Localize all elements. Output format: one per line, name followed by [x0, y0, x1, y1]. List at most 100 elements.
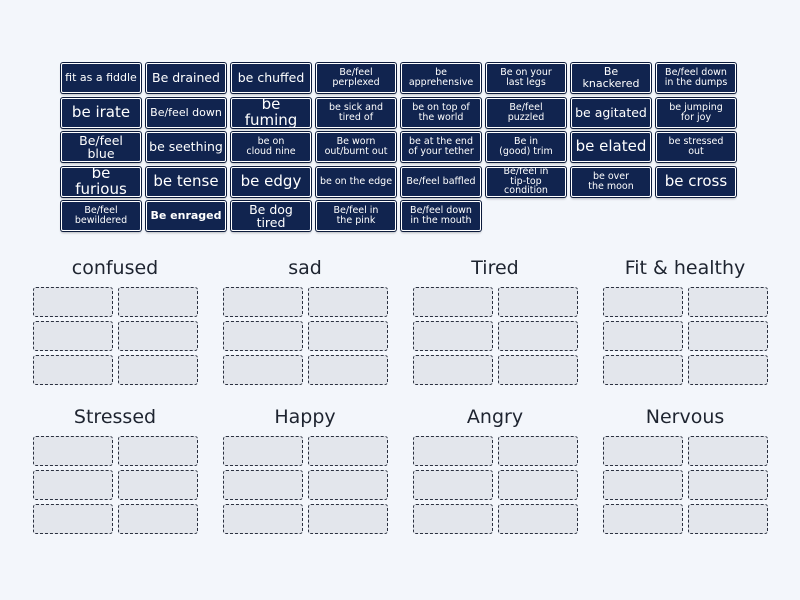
drop-slots	[33, 436, 198, 534]
group-title: sad	[288, 257, 322, 279]
word-tile[interactable]: Be/feel in the pink	[316, 201, 396, 231]
word-tile[interactable]: be on cloud nine	[231, 132, 311, 162]
word-tile[interactable]: be at the end of your tether	[401, 132, 481, 162]
word-tile[interactable]: Be in (good) trim	[486, 132, 566, 162]
word-tile[interactable]: Be/feel baffled	[401, 166, 481, 197]
word-tile[interactable]: Be enraged	[146, 201, 226, 231]
drop-slots	[223, 436, 388, 534]
drop-slot[interactable]	[688, 504, 768, 534]
drop-slot[interactable]	[498, 436, 578, 466]
drop-slots	[413, 436, 578, 534]
word-tile[interactable]: be edgy	[231, 166, 311, 197]
word-tile[interactable]: be fuming	[231, 97, 311, 128]
word-tile[interactable]: be furious	[61, 166, 141, 197]
drop-slot[interactable]	[118, 504, 198, 534]
drop-slots	[603, 287, 768, 385]
word-tile[interactable]: be cross	[656, 166, 736, 197]
drop-slot[interactable]	[118, 321, 198, 351]
drop-slot[interactable]	[688, 355, 768, 385]
drop-slot[interactable]	[603, 504, 683, 534]
drop-slots	[33, 287, 198, 385]
word-tile[interactable]: Be/feel perplexed	[316, 63, 396, 93]
drop-slot[interactable]	[688, 470, 768, 500]
word-tile[interactable]: be tense	[146, 166, 226, 197]
word-tile[interactable]: Be/feel down	[146, 97, 226, 128]
word-tile[interactable]: Be/feel bewildered	[61, 201, 141, 231]
drop-slot[interactable]	[33, 321, 113, 351]
drop-slot[interactable]	[498, 355, 578, 385]
drop-slot[interactable]	[33, 355, 113, 385]
drop-group: sad	[222, 255, 388, 385]
drop-slot[interactable]	[308, 287, 388, 317]
word-tile[interactable]: Be/feel down in the mouth	[401, 201, 481, 231]
drop-slots	[603, 436, 768, 534]
word-tile[interactable]: be jumping for joy	[656, 97, 736, 128]
word-tile[interactable]: be on top of the world	[401, 97, 481, 128]
drop-slot[interactable]	[223, 470, 303, 500]
drop-slot[interactable]	[33, 504, 113, 534]
drop-slots	[413, 287, 578, 385]
drop-slot[interactable]	[223, 321, 303, 351]
word-tile[interactable]: be seething	[146, 132, 226, 162]
word-tile[interactable]: be stressed out	[656, 132, 736, 162]
drop-group: Stressed	[32, 404, 198, 534]
drop-slot[interactable]	[308, 504, 388, 534]
drop-slot[interactable]	[118, 287, 198, 317]
word-tile[interactable]: Be/feel in tip-top condition	[486, 166, 566, 197]
drop-slot[interactable]	[413, 504, 493, 534]
drop-slot[interactable]	[688, 436, 768, 466]
drop-slot[interactable]	[413, 436, 493, 466]
drop-slot[interactable]	[308, 436, 388, 466]
word-tile[interactable]: be sick and tired of	[316, 97, 396, 128]
drop-slot[interactable]	[118, 470, 198, 500]
word-tile[interactable]: Be/feel puzzled	[486, 97, 566, 128]
word-tile[interactable]: Be/feel down in the dumps	[656, 63, 736, 93]
drop-slot[interactable]	[223, 287, 303, 317]
group-title: Happy	[274, 406, 336, 428]
word-tile[interactable]: be irate	[61, 97, 141, 128]
word-tile[interactable]: Be knackered	[571, 63, 651, 93]
word-tile[interactable]: be on the edge	[316, 166, 396, 197]
drop-slot[interactable]	[603, 470, 683, 500]
drop-group: Happy	[222, 404, 388, 534]
drop-slot[interactable]	[413, 321, 493, 351]
drop-slot[interactable]	[498, 470, 578, 500]
word-tile[interactable]: be elated	[571, 132, 651, 162]
word-tile[interactable]: Be on your last legs	[486, 63, 566, 93]
word-tile[interactable]: Be dog tired	[231, 201, 311, 231]
drop-slot[interactable]	[498, 504, 578, 534]
drop-slot[interactable]	[498, 321, 578, 351]
drop-slot[interactable]	[223, 436, 303, 466]
word-tile[interactable]: Be/feel blue	[61, 132, 141, 162]
drop-slot[interactable]	[223, 504, 303, 534]
drop-slot[interactable]	[603, 436, 683, 466]
drop-slot[interactable]	[603, 321, 683, 351]
drop-slot[interactable]	[33, 287, 113, 317]
drop-slot[interactable]	[413, 355, 493, 385]
drop-slot[interactable]	[413, 470, 493, 500]
word-tile[interactable]: Be drained	[146, 63, 226, 93]
drop-slot[interactable]	[603, 355, 683, 385]
drop-group: confused	[32, 255, 198, 385]
drop-slot[interactable]	[688, 287, 768, 317]
drop-group: Angry	[412, 404, 578, 534]
drop-slot[interactable]	[308, 470, 388, 500]
word-tile[interactable]: be chuffed	[231, 63, 311, 93]
word-tile[interactable]: be over the moon	[571, 166, 651, 197]
drop-slot[interactable]	[308, 355, 388, 385]
drop-slot[interactable]	[33, 470, 113, 500]
drop-slot[interactable]	[413, 287, 493, 317]
word-tile[interactable]: Be worn out/burnt out	[316, 132, 396, 162]
drop-slot[interactable]	[118, 436, 198, 466]
drop-slot[interactable]	[688, 321, 768, 351]
drop-slot[interactable]	[308, 321, 388, 351]
drop-slot[interactable]	[223, 355, 303, 385]
word-tile[interactable]: be apprehensive	[401, 63, 481, 93]
drop-slot[interactable]	[118, 355, 198, 385]
drop-slot[interactable]	[498, 287, 578, 317]
word-tile[interactable]: fit as a fiddle	[61, 63, 141, 93]
word-tile[interactable]: be agitated	[571, 97, 651, 128]
group-title: Nervous	[645, 406, 725, 428]
drop-slot[interactable]	[33, 436, 113, 466]
drop-slot[interactable]	[603, 287, 683, 317]
